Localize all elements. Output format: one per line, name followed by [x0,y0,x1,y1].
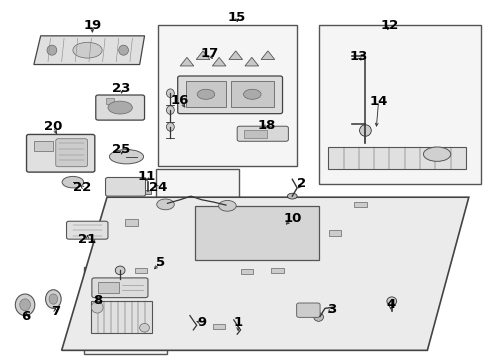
Ellipse shape [166,106,174,114]
Ellipse shape [108,101,132,114]
Ellipse shape [287,193,297,199]
Text: 3: 3 [326,303,335,316]
FancyBboxPatch shape [237,126,288,141]
Polygon shape [244,57,258,66]
FancyBboxPatch shape [96,95,144,120]
Text: 18: 18 [257,119,275,132]
FancyBboxPatch shape [83,267,167,354]
Text: 16: 16 [171,94,189,107]
Ellipse shape [313,313,323,321]
Ellipse shape [197,89,214,99]
FancyBboxPatch shape [185,81,225,107]
FancyBboxPatch shape [213,324,225,329]
FancyBboxPatch shape [56,139,87,167]
FancyBboxPatch shape [296,303,320,318]
Text: 21: 21 [78,233,97,246]
FancyBboxPatch shape [270,267,284,273]
FancyBboxPatch shape [194,206,319,260]
Text: 24: 24 [148,181,166,194]
Ellipse shape [166,123,174,131]
Ellipse shape [109,149,143,164]
FancyBboxPatch shape [318,25,480,184]
Text: 10: 10 [283,212,301,225]
Text: 13: 13 [349,50,367,63]
Polygon shape [196,51,209,59]
FancyBboxPatch shape [66,221,108,239]
FancyBboxPatch shape [145,190,151,194]
Text: 19: 19 [83,19,102,32]
FancyBboxPatch shape [354,202,366,207]
Ellipse shape [47,45,57,55]
Text: 1: 1 [233,316,242,329]
Polygon shape [212,57,225,66]
Polygon shape [34,36,144,64]
FancyBboxPatch shape [92,278,148,298]
FancyBboxPatch shape [243,130,266,138]
FancyBboxPatch shape [177,76,282,114]
Text: 9: 9 [197,316,206,329]
Ellipse shape [62,176,83,188]
Text: 11: 11 [138,170,156,183]
Ellipse shape [243,89,261,99]
Ellipse shape [49,294,58,304]
Text: 22: 22 [73,181,92,194]
Polygon shape [261,51,274,59]
Text: 25: 25 [112,143,130,156]
FancyBboxPatch shape [156,168,238,219]
Ellipse shape [423,147,450,161]
Ellipse shape [20,299,30,311]
FancyBboxPatch shape [328,147,465,169]
Ellipse shape [45,290,61,309]
FancyBboxPatch shape [230,81,273,107]
Ellipse shape [166,89,174,98]
Text: 6: 6 [21,310,31,323]
Text: 8: 8 [93,294,102,307]
Ellipse shape [359,125,370,136]
Polygon shape [180,57,193,66]
FancyBboxPatch shape [91,301,152,333]
Ellipse shape [15,294,35,316]
Ellipse shape [115,266,125,275]
FancyBboxPatch shape [124,219,138,226]
FancyBboxPatch shape [26,134,95,172]
Polygon shape [228,51,242,59]
Ellipse shape [119,45,128,55]
FancyBboxPatch shape [105,98,114,104]
FancyBboxPatch shape [98,282,119,293]
Ellipse shape [73,42,102,58]
Text: 20: 20 [44,121,62,134]
Ellipse shape [386,297,396,306]
Text: 12: 12 [380,19,398,32]
FancyBboxPatch shape [105,177,145,196]
Text: 15: 15 [227,12,246,24]
Ellipse shape [91,302,103,313]
Text: 5: 5 [156,256,165,269]
Text: 4: 4 [386,298,395,311]
FancyBboxPatch shape [328,230,340,236]
FancyBboxPatch shape [135,268,147,273]
Text: 23: 23 [112,82,131,95]
FancyBboxPatch shape [241,269,252,274]
Polygon shape [61,197,468,350]
Ellipse shape [140,323,149,332]
FancyBboxPatch shape [34,140,53,151]
Text: 17: 17 [200,47,218,60]
Ellipse shape [157,199,174,210]
FancyBboxPatch shape [158,25,297,166]
Text: 2: 2 [297,177,306,190]
Ellipse shape [218,201,236,211]
Text: 14: 14 [368,95,387,108]
Text: 7: 7 [51,306,60,319]
